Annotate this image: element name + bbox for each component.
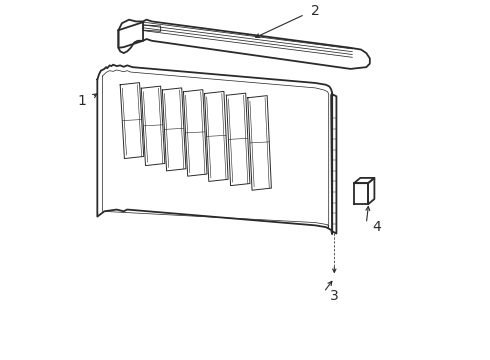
Text: 2: 2 (311, 4, 319, 18)
Text: 4: 4 (372, 220, 381, 234)
Text: 3: 3 (330, 289, 339, 303)
Text: 1: 1 (77, 94, 86, 108)
